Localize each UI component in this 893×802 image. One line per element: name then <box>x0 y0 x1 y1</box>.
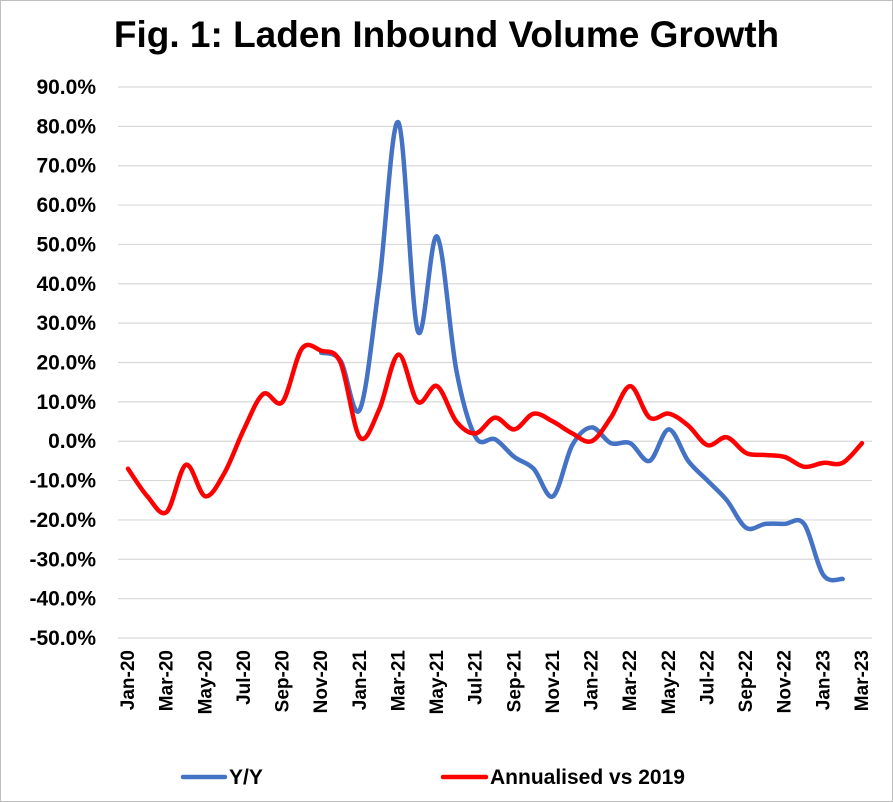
legend-label: Y/Y <box>229 766 263 789</box>
y-tick-label: 0.0% <box>48 430 96 453</box>
x-tick-label: Nov-20 <box>311 650 332 713</box>
x-tick-label: Jul-20 <box>234 650 255 705</box>
x-tick-label: May-22 <box>659 650 680 714</box>
y-tick-label: -50.0% <box>29 627 96 650</box>
y-tick-label: -20.0% <box>29 509 96 532</box>
x-tick-label: Jan-23 <box>813 650 834 710</box>
y-tick-label: 20.0% <box>36 352 96 375</box>
y-tick-label: 80.0% <box>36 115 96 138</box>
x-tick-label: May-21 <box>427 650 448 715</box>
x-tick-label: Jan-22 <box>582 650 603 710</box>
x-tick-label: Mar-21 <box>388 650 409 712</box>
y-tick-label: 50.0% <box>36 233 96 256</box>
y-tick-label: 10.0% <box>36 391 96 414</box>
x-tick-label: Jul-21 <box>466 650 487 705</box>
y-tick-label: 70.0% <box>36 155 96 178</box>
series-line-annualised-vs-2019 <box>125 342 865 516</box>
x-tick-label: Jan-20 <box>118 650 139 710</box>
y-tick-label: 60.0% <box>36 194 96 217</box>
y-tick-label: 40.0% <box>36 273 96 296</box>
x-tick-label: Mar-22 <box>620 650 641 711</box>
x-tick-label: Jul-22 <box>697 650 718 705</box>
x-tick-label: Nov-21 <box>543 650 564 714</box>
legend-label: Annualised vs 2019 <box>490 766 685 789</box>
y-tick-label: 90.0% <box>36 76 96 99</box>
x-tick-label: Jan-21 <box>350 650 371 711</box>
x-tick-label: Mar-23 <box>852 650 873 711</box>
chart-title: Fig. 1: Laden Inbound Volume Growth <box>113 14 780 55</box>
x-tick-label: Sep-22 <box>736 650 757 712</box>
x-tick-label: Nov-22 <box>775 650 796 713</box>
y-tick-label: 30.0% <box>36 312 96 335</box>
x-tick-label: Sep-21 <box>504 650 525 713</box>
y-tick-label: -30.0% <box>29 548 96 571</box>
x-tick-label: May-20 <box>195 650 216 714</box>
x-tick-label: Sep-20 <box>273 650 294 712</box>
y-tick-label: -40.0% <box>29 588 96 611</box>
series-line-yy <box>318 120 845 583</box>
x-tick-label: Mar-20 <box>157 650 178 711</box>
y-tick-label: -10.0% <box>29 470 96 493</box>
